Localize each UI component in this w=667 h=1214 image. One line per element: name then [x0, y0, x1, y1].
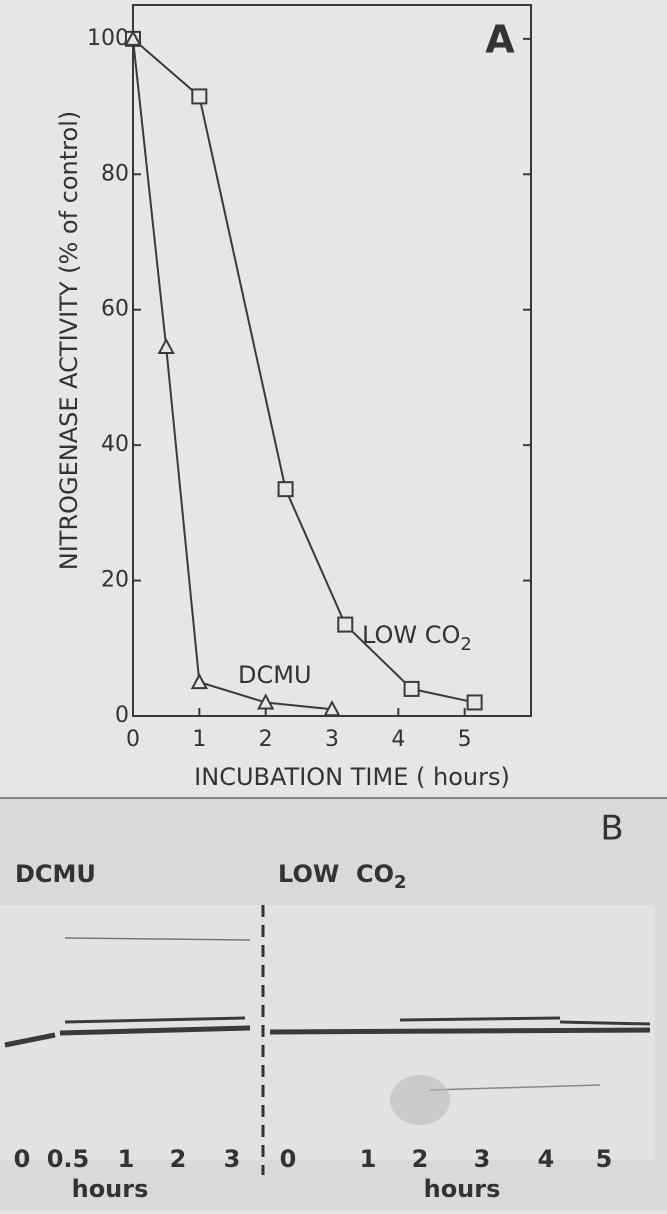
x-tick-label: 3 [325, 727, 339, 752]
lane-label: 3 [474, 1145, 491, 1173]
lane-label: 1 [360, 1145, 377, 1173]
lane-label: 1 [118, 1145, 135, 1173]
lane-label: 4 [538, 1145, 555, 1173]
group-title-text: LOW CO [278, 860, 394, 888]
annotation-text: LOW CO [362, 621, 460, 649]
square-marker [337, 616, 354, 633]
square-marker [403, 680, 420, 697]
group-title: LOW CO2 [278, 860, 407, 893]
triangle-marker [157, 337, 175, 354]
x-tick-label: 4 [391, 727, 405, 752]
gel-smear [390, 1075, 450, 1125]
group-title-subscript: 2 [394, 872, 407, 893]
panel-label: A [485, 18, 515, 62]
square-marker [191, 88, 208, 105]
lane-label: 0 [14, 1145, 31, 1173]
group-title: DCMU [15, 860, 96, 888]
triangle-marker [256, 693, 275, 710]
x-tick-label: 5 [458, 727, 472, 752]
y-tick-label: 20 [101, 568, 129, 593]
panel-label: B [600, 809, 623, 849]
lane-label: 5 [596, 1145, 613, 1173]
panel-a-background [0, 0, 667, 798]
lane-unit: hours [72, 1175, 149, 1203]
x-axis-title: INCUBATION TIME ( hours) [194, 763, 510, 791]
triangle-marker [124, 29, 142, 46]
lane-label: 0.5 [47, 1145, 90, 1173]
triangle-marker [323, 700, 341, 717]
x-tick-label: 1 [192, 727, 206, 752]
lane-label: 2 [170, 1145, 187, 1173]
y-tick-label: 80 [101, 161, 129, 186]
annotation: LOW CO2 [362, 621, 472, 655]
lane-label: 3 [224, 1145, 241, 1173]
x-tick-label: 0 [126, 727, 140, 752]
gel-bands [4, 937, 651, 1091]
annotation: DCMU [238, 661, 312, 689]
y-axis-title: NITROGENASE ACTIVITY (% of control) [55, 111, 83, 570]
triangle-marker [190, 673, 209, 690]
annotation-subscript: 2 [460, 634, 471, 655]
square-marker [277, 481, 294, 498]
lane-unit: hours [424, 1175, 501, 1203]
y-tick-label: 0 [115, 703, 129, 728]
lane-label: 2 [412, 1145, 429, 1173]
series-line [132, 38, 475, 704]
lane-label: 0 [280, 1145, 297, 1173]
y-tick-label: 40 [101, 432, 129, 457]
square-marker [466, 694, 483, 711]
x-tick-label: 2 [259, 727, 273, 752]
y-tick-label: 60 [101, 297, 129, 322]
y-tick-label: 100 [87, 26, 129, 51]
